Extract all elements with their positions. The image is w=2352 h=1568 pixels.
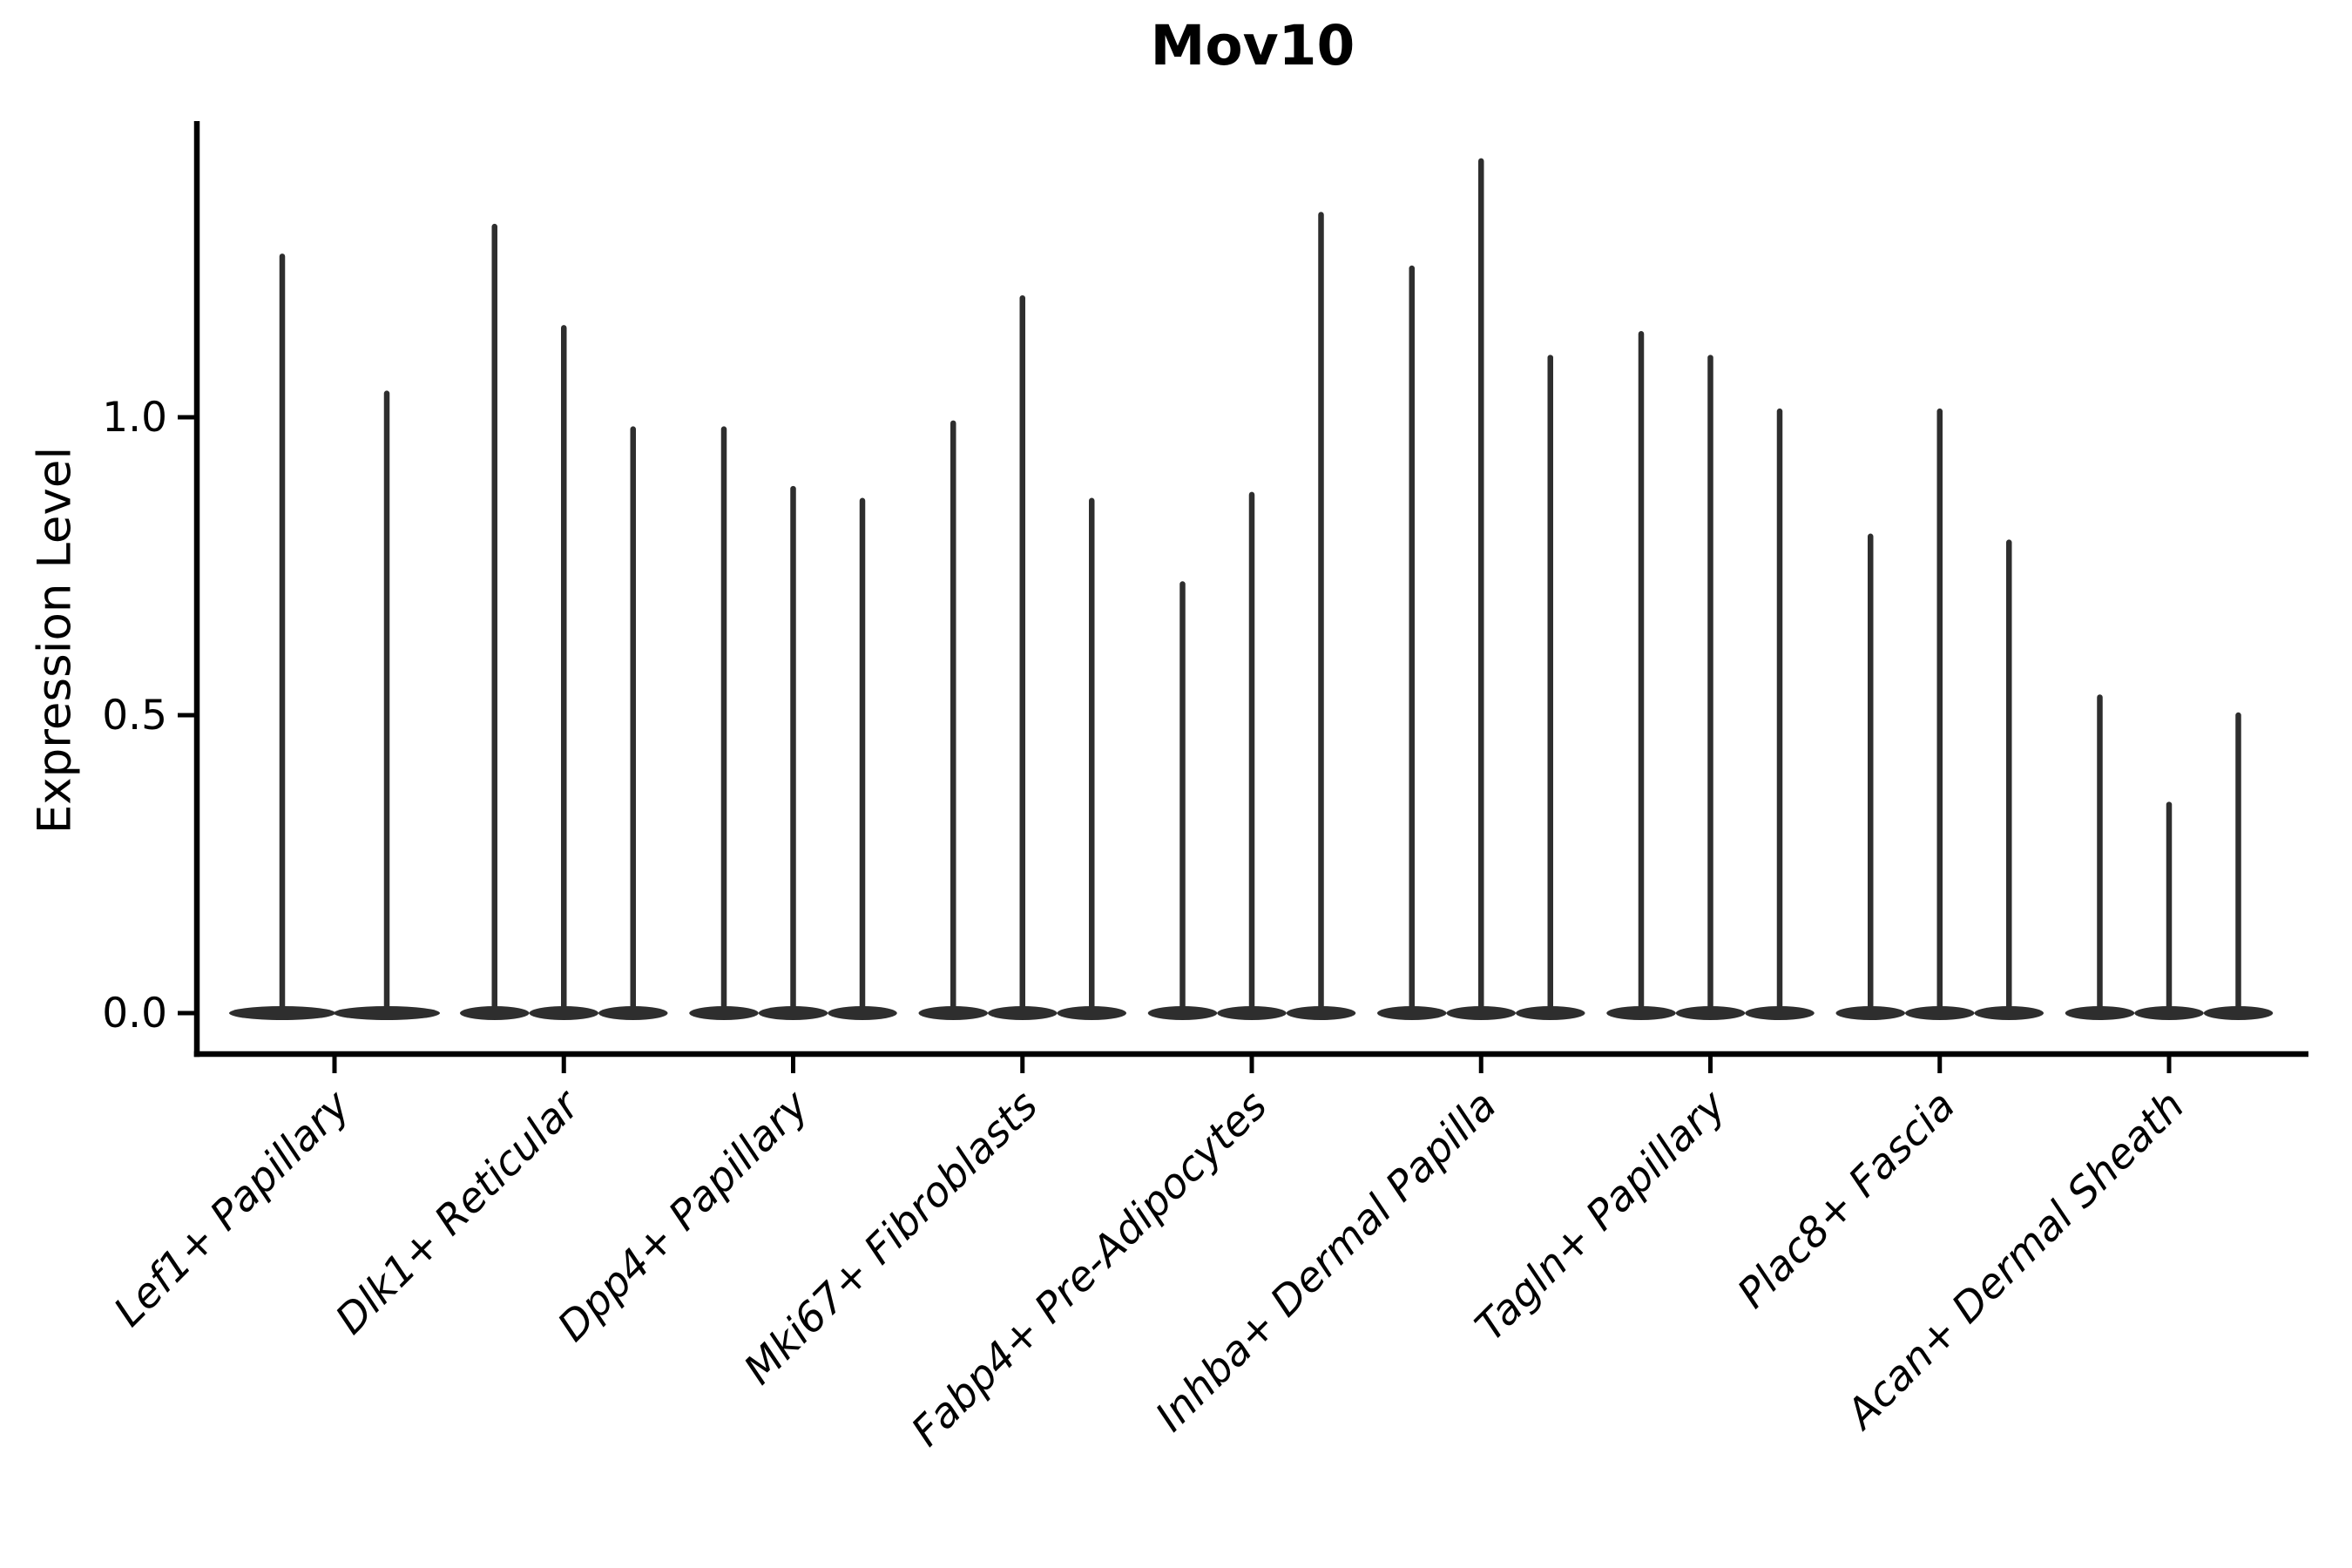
violin-base: [1606, 1006, 1676, 1020]
violin-base: [2065, 1006, 2135, 1020]
x-tick-label: Plac8+ Fascia: [1728, 1082, 1964, 1318]
x-tick-label: Tagln+ Papillary: [1466, 1081, 1736, 1351]
violin-base: [2203, 1006, 2274, 1020]
violin-base: [1516, 1006, 1585, 1020]
x-tick-label: Dpp4+ Papillary: [549, 1081, 819, 1351]
violin-base: [689, 1006, 759, 1020]
violin-base: [1057, 1006, 1126, 1020]
violin-base: [988, 1006, 1058, 1020]
y-tick-label: 1.0: [102, 394, 167, 442]
violin-base: [460, 1006, 530, 1020]
violin-base: [2134, 1006, 2204, 1020]
x-tick-label: Lef1+ Papillary: [105, 1081, 360, 1336]
violin-base: [229, 1006, 335, 1020]
violin-base: [1675, 1006, 1746, 1020]
violin-base: [1974, 1006, 2044, 1020]
violin-base: [529, 1006, 598, 1020]
violin-base: [828, 1006, 897, 1020]
x-tick-label: Dlk1+ Reticular: [327, 1080, 591, 1344]
violin-base: [1147, 1006, 1218, 1020]
violin-base: [1217, 1006, 1287, 1020]
y-tick-label: 0.5: [102, 692, 167, 740]
violin-base: [598, 1006, 668, 1020]
violin-base: [1377, 1006, 1447, 1020]
violin-base: [1745, 1006, 1815, 1020]
violin-base: [1835, 1006, 1905, 1020]
violin-base: [334, 1006, 440, 1020]
violin-base: [1905, 1006, 1975, 1020]
violin-base: [1446, 1006, 1516, 1020]
violin-base: [1286, 1006, 1356, 1020]
violin-base: [758, 1006, 828, 1020]
violin-base: [918, 1006, 988, 1020]
y-tick-label: 0.0: [102, 990, 167, 1037]
plot-title: Mov10: [1150, 14, 1355, 78]
